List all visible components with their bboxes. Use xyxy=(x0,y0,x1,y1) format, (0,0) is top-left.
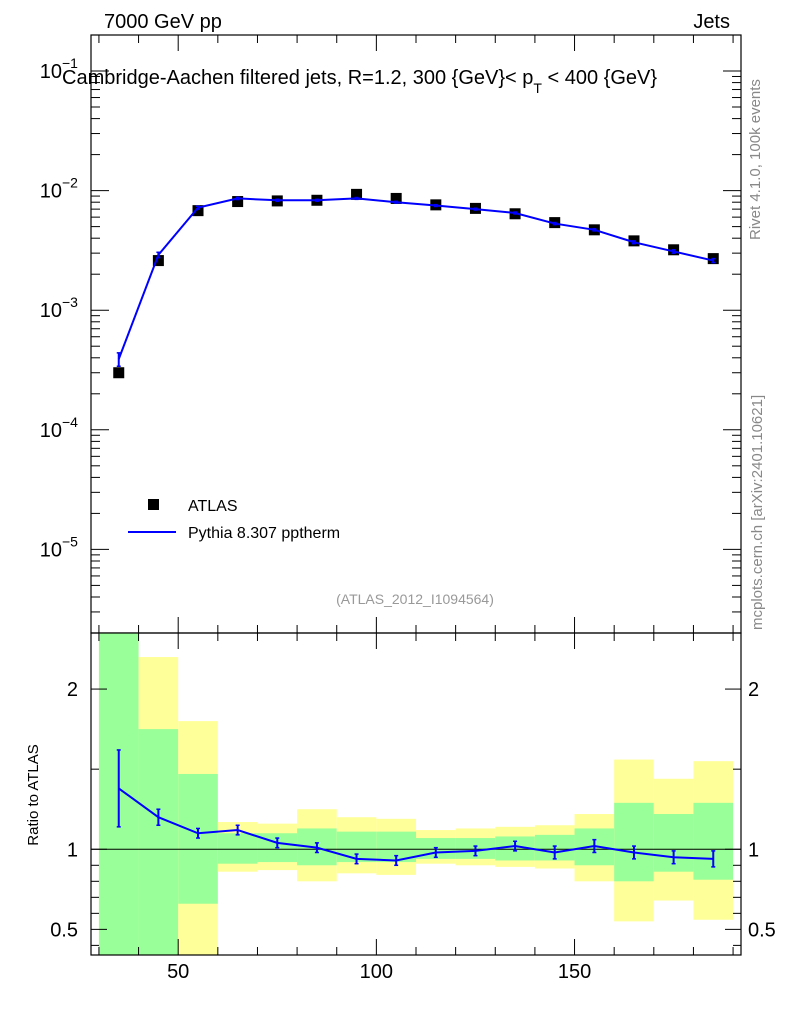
main-y-tick-labels: 10−110−210−310−410−5 xyxy=(40,55,78,561)
main-y-tick-label: 10 xyxy=(40,181,62,203)
main-y-tick-exponent: −4 xyxy=(62,414,78,430)
ratio-panel-frame xyxy=(90,632,742,956)
ratio-axis-ticks xyxy=(91,633,741,955)
ratio-x-tick-label: 50 xyxy=(167,961,189,983)
ratio-y-tick-label-right: 2 xyxy=(748,679,759,701)
ratio-data-layer xyxy=(116,749,716,868)
ratio-ylabel: Ratio to ATLAS xyxy=(25,744,42,845)
ratio-x-tick-labels: 50 100 150 xyxy=(167,961,591,983)
ratio-band-green xyxy=(178,773,218,904)
ratio-panel: 0.5 0.5 1 1 2 2 50 100 150 Ratio to ATLAS xyxy=(25,632,776,983)
ratio-y-tick-label-left: 2 xyxy=(67,679,78,701)
main-y-tick-exponent: −3 xyxy=(62,294,78,310)
legend-atlas-label: ATLAS xyxy=(188,498,238,515)
main-y-tick-label: 10 xyxy=(40,300,62,322)
pythia-line xyxy=(117,197,714,360)
main-y-tick-label: 10 xyxy=(40,61,62,83)
ratio-band-green xyxy=(217,833,258,864)
ratio-band-green xyxy=(693,802,734,880)
ratio-y-tick-label-right: 0.5 xyxy=(748,919,776,941)
ratio-y-tick-label-right: 1 xyxy=(748,839,759,861)
ratio-band-green xyxy=(138,729,179,955)
atlas-point xyxy=(152,255,164,267)
rivet-label: Rivet 4.1.0, 100k events xyxy=(747,79,764,240)
main-panel-bg xyxy=(91,35,741,633)
ratio-band-green xyxy=(614,802,654,882)
header-right: Jets xyxy=(693,11,730,33)
analysis-watermark: (ATLAS_2012_I1094564) xyxy=(336,591,494,607)
legend-pythia-label: Pythia 8.307 pptherm xyxy=(188,525,340,542)
atlas-point xyxy=(232,196,244,208)
ratio-y-tick-label-left: 1 xyxy=(67,839,78,861)
legend: ATLAS Pythia 8.307 pptherm xyxy=(128,498,340,542)
legend-atlas-marker xyxy=(148,499,159,510)
ratio-y-tick-label-left: 0.5 xyxy=(50,919,78,941)
main-y-tick-exponent: −2 xyxy=(62,175,78,191)
main-y-tick-label: 10 xyxy=(40,420,62,442)
ratio-x-tick-label: 100 xyxy=(360,961,393,983)
mcplots-label: mcplots.cern.ch [arXiv:2401.10621] xyxy=(749,395,766,630)
ratio-line xyxy=(118,787,714,862)
main-data-layer xyxy=(113,188,719,379)
plot-title: Cambridge-Aachen filtered jets, R=1.2, 3… xyxy=(62,67,657,96)
atlas-point xyxy=(192,205,204,217)
atlas-point xyxy=(113,367,125,379)
main-y-tick-exponent: −5 xyxy=(62,533,78,549)
ratio-y-tick-labels: 0.5 0.5 1 1 2 2 xyxy=(50,679,776,941)
header-left: 7000 GeV pp xyxy=(104,11,222,33)
atlas-point xyxy=(351,188,363,200)
ratio-uncertainty-bands xyxy=(98,633,734,955)
main-panel: 10−110−210−310−410−5 (ATLAS_2012_I109456… xyxy=(40,34,742,634)
main-axis-ticks xyxy=(91,34,741,634)
ratio-x-tick-label: 150 xyxy=(558,961,591,983)
main-y-tick-label: 10 xyxy=(40,539,62,561)
main-y-tick-exponent: −1 xyxy=(62,55,78,71)
atlas-point xyxy=(390,192,402,204)
